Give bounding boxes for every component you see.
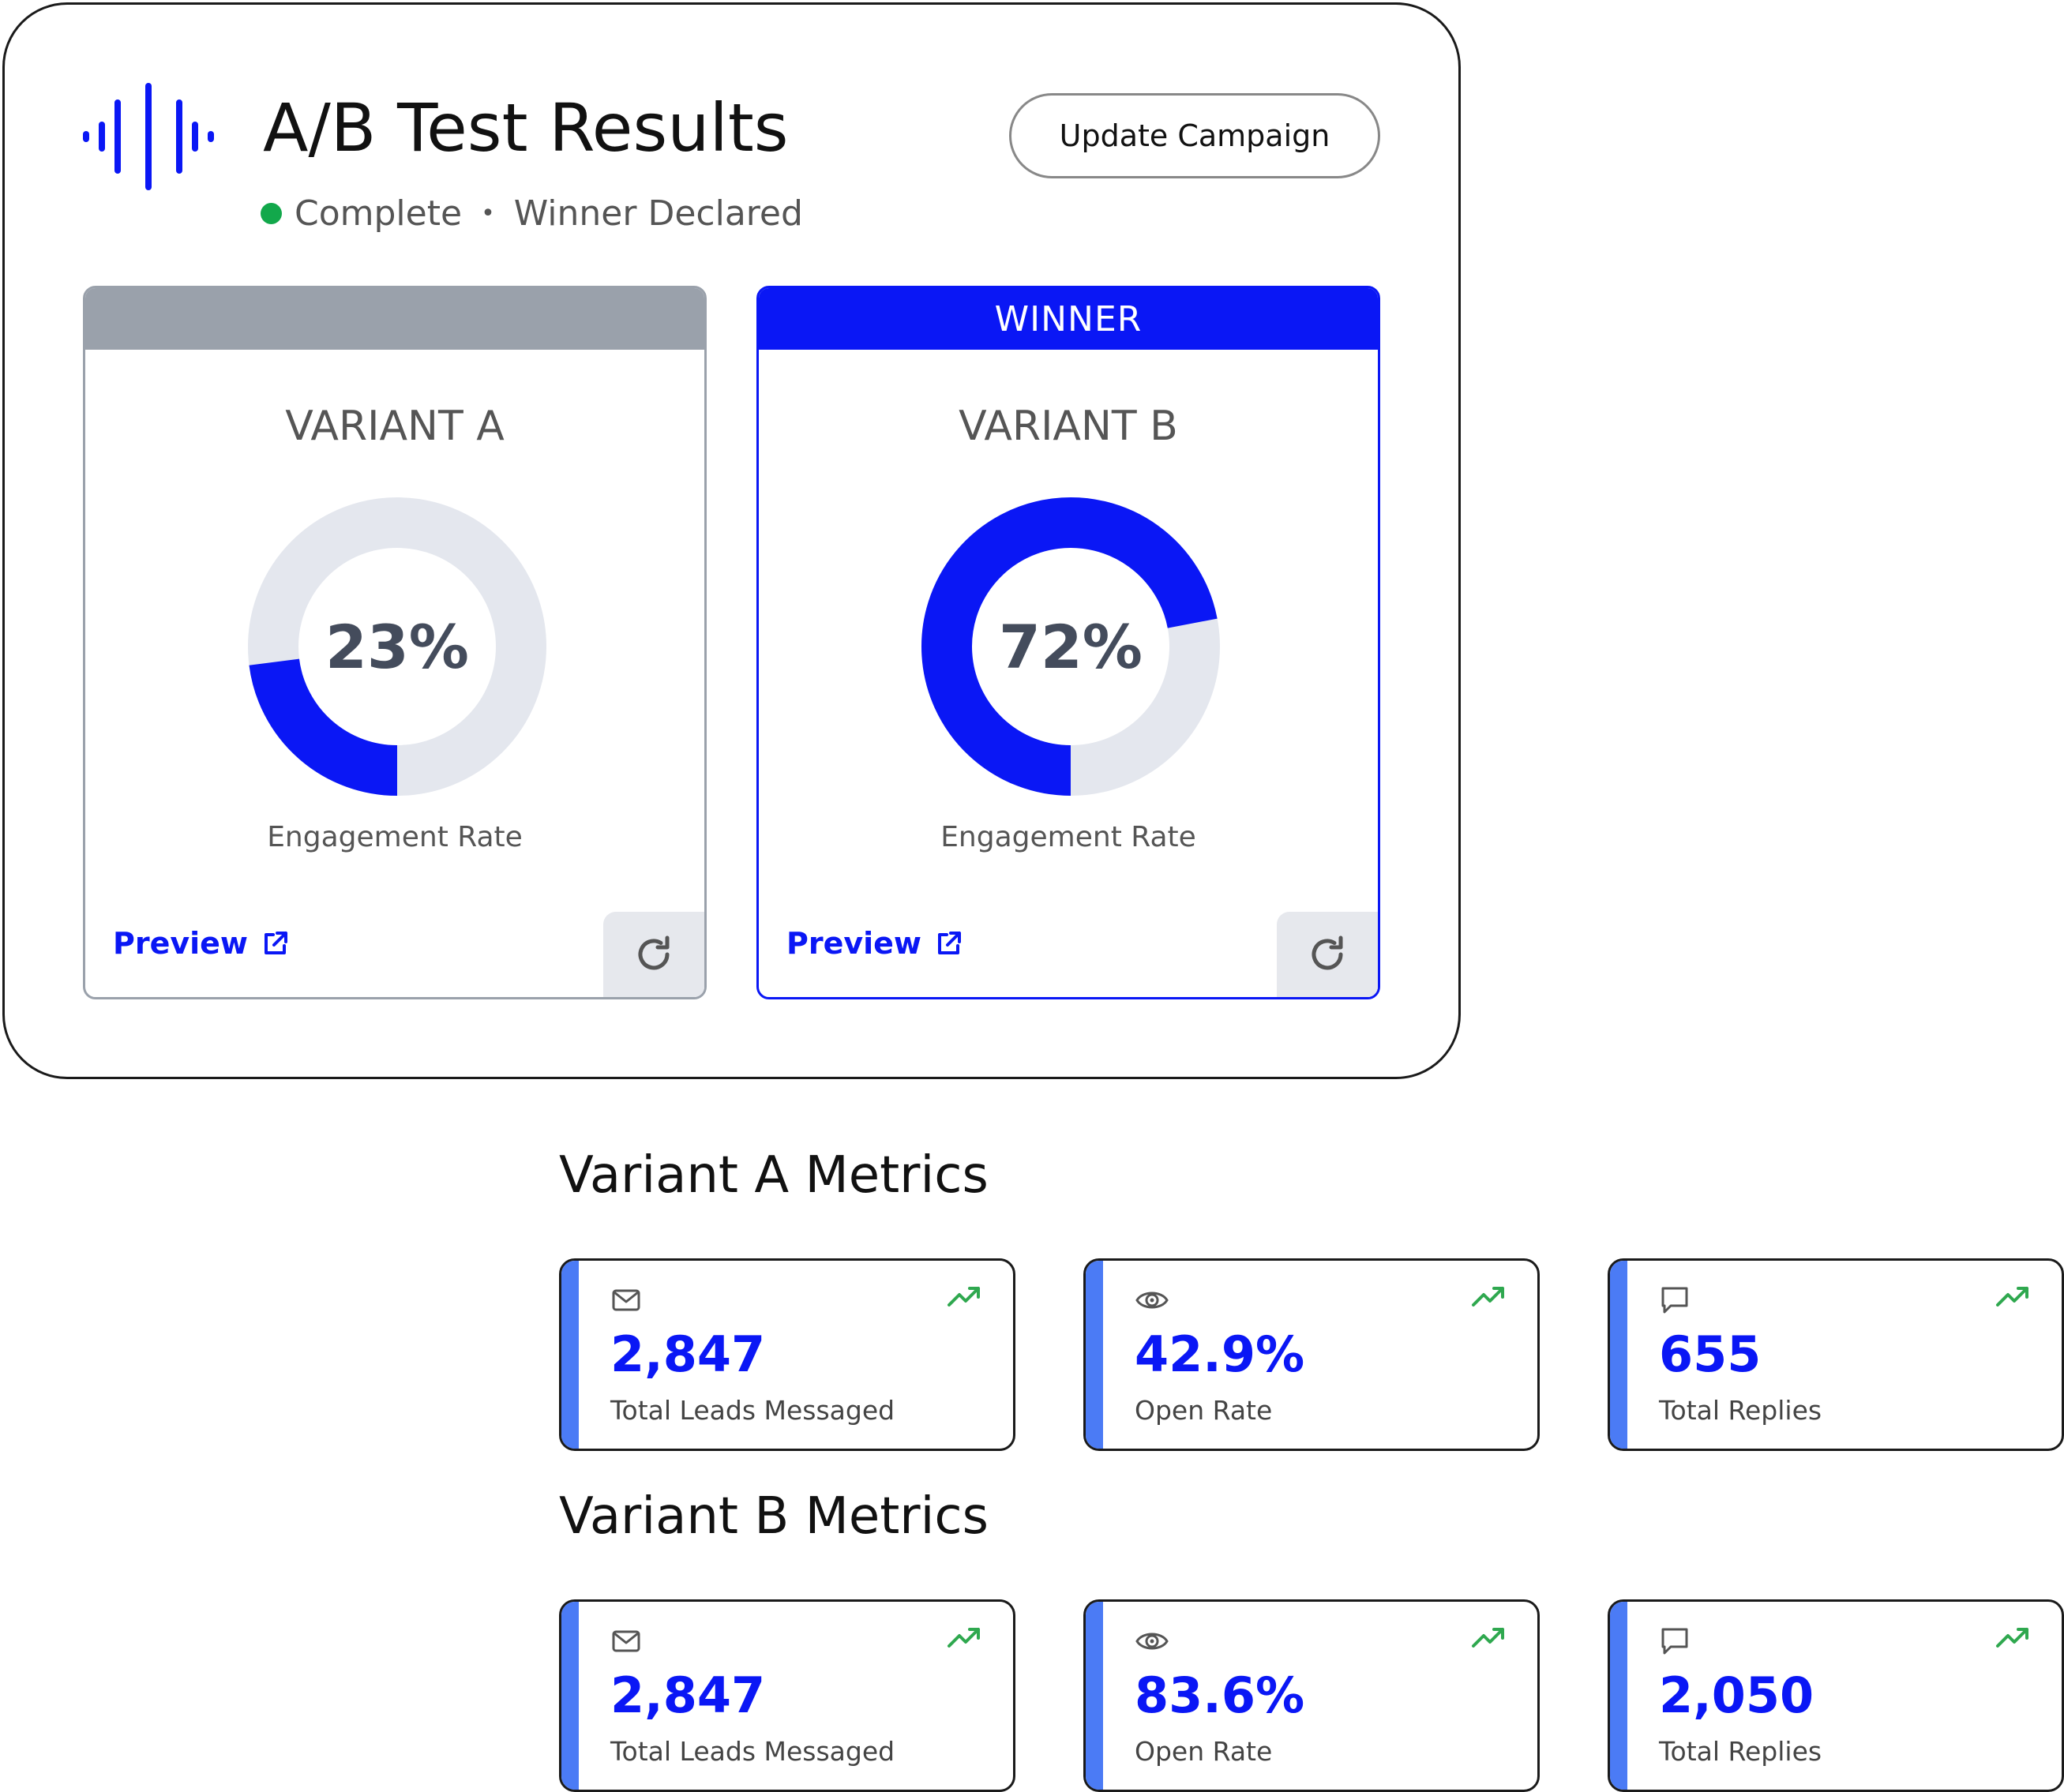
variant-a-metrics-title: Variant A Metrics: [559, 1146, 989, 1205]
status-line: Complete • Winner Declared: [261, 193, 803, 234]
metric-accent-bar: [1086, 1602, 1103, 1790]
metric-value: 2,847: [610, 1666, 766, 1724]
metric-accent-bar: [1610, 1602, 1627, 1790]
status-separator: •: [481, 200, 495, 227]
result-text: Winner Declared: [513, 193, 803, 234]
mail-icon: [610, 1284, 642, 1319]
trend-up-icon: [947, 1625, 983, 1652]
metric-label: Total Leads Messaged: [610, 1736, 895, 1767]
preview-link[interactable]: Preview: [113, 926, 289, 961]
external-link-icon: [938, 932, 962, 954]
page-title: A/B Test Results: [263, 89, 789, 167]
variant-card-b: WINNER VARIANT B 72% Engagement Rate Pre…: [756, 286, 1380, 999]
refresh-button[interactable]: [1277, 912, 1378, 997]
engagement-percent: 72%: [999, 611, 1143, 682]
metric-card-replies: 655 Total Replies: [1608, 1258, 2064, 1451]
refresh-button[interactable]: [603, 912, 704, 997]
metric-card-open-rate: 42.9% Open Rate: [1083, 1258, 1540, 1451]
variant-title: VARIANT B: [959, 403, 1178, 450]
trend-up-icon: [1995, 1284, 2032, 1311]
metric-accent-bar: [561, 1261, 579, 1449]
metric-accent-bar: [561, 1602, 579, 1790]
audio-wave-logo-icon: [83, 83, 214, 190]
eye-icon: [1135, 1625, 1169, 1660]
metric-card-open-rate: 83.6% Open Rate: [1083, 1599, 1540, 1792]
status-text: Complete: [295, 193, 463, 234]
metric-value: 655: [1659, 1325, 1762, 1383]
trend-up-icon: [1995, 1625, 2032, 1652]
preview-link[interactable]: Preview: [786, 926, 963, 961]
variant-card-a: VARIANT A 23% Engagement Rate Preview: [83, 286, 707, 999]
variant-title: VARIANT A: [285, 403, 505, 450]
trend-up-icon: [1471, 1284, 1507, 1311]
metric-label: Total Replies: [1659, 1736, 1822, 1767]
trend-up-icon: [1471, 1625, 1507, 1652]
metric-value: 2,050: [1659, 1666, 1814, 1724]
metric-label: Open Rate: [1135, 1736, 1273, 1767]
metric-card-replies: 2,050 Total Replies: [1608, 1599, 2064, 1792]
refresh-icon: [1312, 935, 1343, 970]
mail-icon: [610, 1625, 642, 1660]
engagement-label: Engagement Rate: [940, 821, 1196, 853]
metric-label: Total Leads Messaged: [610, 1395, 895, 1426]
winner-band: WINNER: [759, 288, 1378, 350]
engagement-donut: [248, 497, 546, 796]
engagement-donut: [921, 497, 1220, 796]
eye-icon: [1135, 1284, 1169, 1319]
variant-band: [85, 288, 704, 350]
refresh-icon: [638, 935, 670, 970]
preview-label: Preview: [786, 926, 922, 961]
metric-card-leads: 2,847 Total Leads Messaged: [559, 1599, 1015, 1792]
metric-accent-bar: [1610, 1261, 1627, 1449]
metric-card-leads: 2,847 Total Leads Messaged: [559, 1258, 1015, 1451]
metric-label: Open Rate: [1135, 1395, 1273, 1426]
external-link-icon: [265, 932, 288, 954]
preview-label: Preview: [113, 926, 249, 961]
donut-arc: [249, 658, 398, 796]
status-dot: [261, 203, 282, 224]
metric-value: 2,847: [610, 1325, 766, 1383]
metric-label: Total Replies: [1659, 1395, 1822, 1426]
engagement-label: Engagement Rate: [267, 821, 523, 853]
chat-icon: [1659, 1284, 1691, 1319]
metric-accent-bar: [1086, 1261, 1103, 1449]
update-campaign-button[interactable]: Update Campaign: [1009, 93, 1380, 178]
metric-value: 83.6%: [1135, 1666, 1305, 1724]
donut-arc: [921, 497, 1218, 796]
chat-icon: [1659, 1625, 1691, 1660]
variant-b-metrics-title: Variant B Metrics: [559, 1487, 989, 1546]
metric-value: 42.9%: [1135, 1325, 1305, 1383]
engagement-percent: 23%: [325, 611, 469, 682]
trend-up-icon: [947, 1284, 983, 1311]
